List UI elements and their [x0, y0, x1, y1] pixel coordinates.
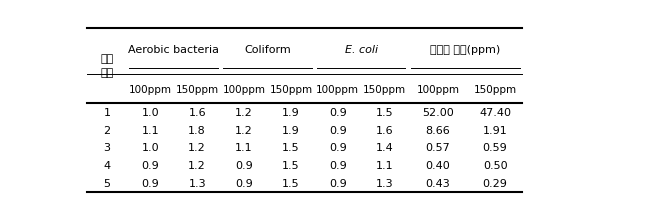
Text: 1.1: 1.1 [235, 143, 253, 153]
Text: 0.9: 0.9 [141, 160, 159, 170]
Text: 1.4: 1.4 [376, 143, 394, 153]
Text: 0.9: 0.9 [329, 143, 347, 153]
Text: 8.66: 8.66 [426, 125, 451, 135]
Text: 0.40: 0.40 [426, 160, 451, 170]
Text: 1.8: 1.8 [189, 125, 206, 135]
Text: 2: 2 [104, 125, 110, 135]
Text: 100ppm: 100ppm [223, 84, 265, 94]
Text: 0.9: 0.9 [235, 160, 253, 170]
Text: 1.0: 1.0 [141, 107, 159, 117]
Text: 0.9: 0.9 [235, 178, 253, 188]
Text: 5: 5 [104, 178, 110, 188]
Text: 150ppm: 150ppm [474, 84, 516, 94]
Text: 0.9: 0.9 [329, 107, 347, 117]
Text: 1.1: 1.1 [141, 125, 159, 135]
Text: 1.2: 1.2 [189, 160, 206, 170]
Text: 0.9: 0.9 [329, 125, 347, 135]
Text: 0.29: 0.29 [483, 178, 507, 188]
Text: 150ppm: 150ppm [269, 84, 313, 94]
Text: 1.0: 1.0 [141, 143, 159, 153]
Text: 1.5: 1.5 [376, 107, 394, 117]
Text: 1.5: 1.5 [282, 143, 300, 153]
Text: 1.91: 1.91 [483, 125, 507, 135]
Text: 100ppm: 100ppm [129, 84, 172, 94]
Text: 100ppm: 100ppm [417, 84, 459, 94]
Text: 0.50: 0.50 [483, 160, 507, 170]
Text: E. coli: E. coli [344, 45, 378, 55]
Text: 1.2: 1.2 [235, 107, 253, 117]
Text: 1.1: 1.1 [376, 160, 394, 170]
Text: 100ppm: 100ppm [316, 84, 359, 94]
Text: 세척제 농도(ppm): 세척제 농도(ppm) [430, 45, 500, 55]
Text: 0.43: 0.43 [426, 178, 451, 188]
Text: 0.57: 0.57 [426, 143, 451, 153]
Text: 1.6: 1.6 [376, 125, 394, 135]
Text: 1.5: 1.5 [282, 178, 300, 188]
Text: 4: 4 [104, 160, 110, 170]
Text: 1.3: 1.3 [189, 178, 206, 188]
Text: 47.40: 47.40 [479, 107, 511, 117]
Text: 0.9: 0.9 [141, 178, 159, 188]
Text: 3: 3 [104, 143, 110, 153]
Text: 1.6: 1.6 [189, 107, 206, 117]
Text: 0.9: 0.9 [329, 178, 347, 188]
Text: 세척
횟수: 세척 횟수 [101, 54, 114, 78]
Text: 1.2: 1.2 [235, 125, 253, 135]
Text: 150ppm: 150ppm [175, 84, 219, 94]
Text: 1.2: 1.2 [189, 143, 206, 153]
Text: 0.59: 0.59 [483, 143, 507, 153]
Text: 150ppm: 150ppm [363, 84, 406, 94]
Text: 1: 1 [104, 107, 110, 117]
Text: 1.9: 1.9 [282, 125, 300, 135]
Text: Coliform: Coliform [244, 45, 291, 55]
Text: 1.5: 1.5 [282, 160, 300, 170]
Text: 1.9: 1.9 [282, 107, 300, 117]
Text: 52.00: 52.00 [422, 107, 454, 117]
Text: Aerobic bacteria: Aerobic bacteria [128, 45, 219, 55]
Text: 0.9: 0.9 [329, 160, 347, 170]
Text: 1.3: 1.3 [376, 178, 394, 188]
